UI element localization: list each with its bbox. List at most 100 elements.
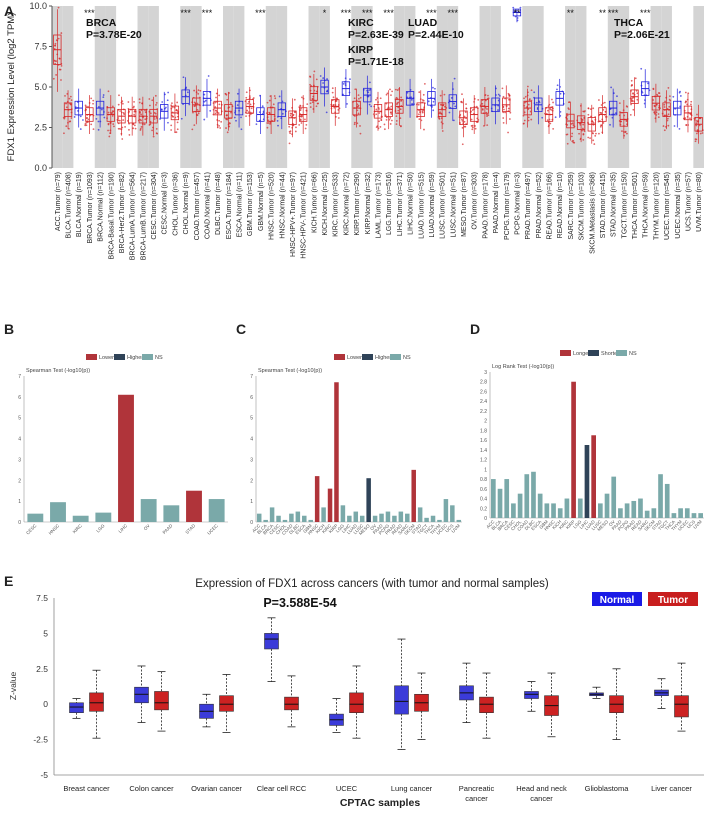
data-point: [568, 101, 571, 104]
panel-c-legend-label: NS: [403, 355, 411, 361]
data-point: [246, 109, 249, 112]
data-point: [149, 112, 152, 115]
data-point: [217, 112, 220, 114]
panel-c-legend-label: Higher: [375, 355, 391, 361]
data-point: [463, 120, 466, 123]
panel-a: 0.0 2.5 5.0 7.5 10.0 FDX1 Expression Level (l…: [6, 1, 704, 260]
data-point: [527, 116, 530, 119]
data-point: [139, 129, 142, 131]
data-point: [55, 74, 58, 76]
data-point: [315, 90, 318, 93]
data-point: [193, 89, 196, 92]
data-point: [694, 138, 697, 141]
data-point: [57, 37, 60, 40]
data-point: [268, 99, 271, 102]
data-point: [304, 118, 306, 121]
panel-letter-c: C: [236, 321, 246, 337]
data-point: [82, 119, 84, 121]
x-tick-label-a: LGG.Tumor (n=516): [386, 172, 393, 235]
data-point: [390, 94, 392, 97]
x-tick-label-a: STAD.Normal (n=35): [611, 172, 618, 237]
data-point: [353, 97, 356, 100]
panel-c-bar: [263, 519, 268, 522]
box-tumor: [219, 695, 234, 712]
data-point: [138, 101, 141, 104]
data-point: [191, 128, 194, 131]
data-point: [487, 114, 490, 117]
data-point: [589, 137, 591, 140]
x-tick-label-a: BLCA.Tumor (n=408): [66, 172, 73, 238]
panel-b-x-tick-label: HNSC: [48, 523, 61, 536]
data-point: [486, 124, 489, 126]
annotation-pvalue: P=2.06E-21: [614, 29, 670, 41]
panel-d-y-tick-label: 3: [484, 370, 487, 376]
x-tick-label-a: KICH.Normal (n=25): [322, 172, 329, 236]
data-point: [196, 102, 199, 105]
panel-d-bar: [678, 508, 683, 518]
significance-stars: ***: [202, 8, 213, 18]
data-point: [235, 119, 237, 122]
data-point: [582, 127, 584, 130]
panel-d-bar: [517, 493, 523, 518]
data-point: [673, 125, 676, 127]
data-point: [209, 109, 212, 112]
panel-d-bar: [644, 510, 650, 518]
data-point: [389, 123, 392, 125]
data-point: [216, 126, 219, 129]
data-point: [587, 136, 590, 139]
data-point: [465, 107, 468, 110]
data-point: [197, 92, 200, 95]
data-point: [386, 92, 389, 95]
annotation-pvalue: P=3.78E-20: [86, 29, 142, 41]
data-point: [151, 99, 154, 102]
panel-b-x-tick-label: CESC: [25, 523, 38, 536]
x-tick-label-a: LUSC.Normal (n=51): [450, 172, 457, 238]
data-point: [461, 143, 464, 146]
panel-d-legend-swatch: [616, 350, 627, 356]
panel-d-bar: [618, 508, 623, 518]
data-point: [299, 118, 302, 121]
data-point: [568, 108, 570, 111]
data-point: [395, 115, 398, 118]
data-point: [375, 126, 378, 129]
data-point: [481, 102, 484, 105]
panel-e: Expression of FDX1 across cancers (with …: [8, 578, 704, 809]
legend-normal-label: Normal: [600, 595, 635, 606]
x-tick-label-a: PCPG.Normal (n=3): [514, 172, 521, 235]
x-tick-label-a: CESC.Tumor (n=304): [151, 172, 158, 240]
data-point: [144, 109, 146, 112]
data-point: [571, 122, 574, 125]
data-point: [236, 104, 239, 107]
data-point: [663, 129, 666, 132]
data-point: [249, 113, 252, 116]
data-point: [218, 103, 221, 106]
data-point: [502, 117, 505, 119]
data-point: [57, 6, 60, 9]
data-point: [486, 115, 488, 118]
column-band: [148, 6, 159, 168]
data-point: [390, 113, 393, 115]
column-band: [618, 6, 630, 168]
y-tick-label-a: 10.0: [29, 1, 47, 11]
panel-d-x-tick-label: ACC: [485, 519, 496, 530]
panel-e-x-tick-label: Head and neck: [516, 784, 567, 793]
panel-b-x-tick-label: UCEC: [206, 523, 219, 536]
column-band: [276, 6, 288, 168]
data-point: [396, 89, 399, 91]
data-point: [122, 119, 125, 121]
data-point: [161, 101, 164, 103]
panel-d-x-tick-label: LGG: [572, 519, 583, 530]
box-normal: [69, 702, 84, 713]
data-point: [571, 132, 574, 135]
data-point: [400, 96, 403, 99]
annotation-pvalue: P=1.71E-18: [348, 56, 404, 68]
data-point: [530, 89, 533, 92]
data-point: [395, 123, 398, 125]
panel-d-x-tick-label: LIHC: [578, 519, 589, 530]
data-point: [214, 106, 217, 108]
data-point: [113, 125, 115, 128]
panel-c-bar: [276, 515, 281, 522]
panel-b-y-tick-label: 6: [18, 395, 21, 401]
data-point: [439, 111, 441, 114]
